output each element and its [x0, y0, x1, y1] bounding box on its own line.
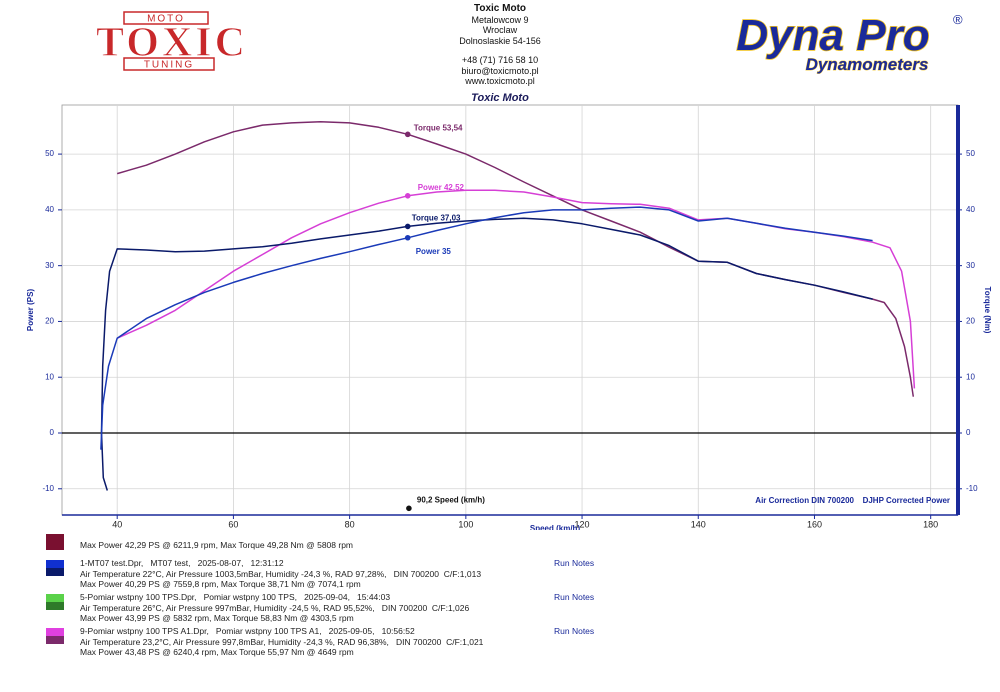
x-tick-label: 120	[575, 519, 590, 529]
swatch-part	[46, 534, 64, 542]
legend-entry: 9-Pomiar wstpny 100 TPS A1.Dpr, Pomiar w…	[46, 626, 666, 660]
legend-line: Max Power 43,48 PS @ 6240,4 rpm, Max Tor…	[80, 647, 354, 657]
legend-line: 9-Pomiar wstpny 100 TPS A1.Dpr, Pomiar w…	[80, 626, 415, 636]
x-tick-label: 140	[691, 519, 706, 529]
run-notes: Run Notes	[554, 626, 595, 636]
legend-swatch	[46, 534, 64, 550]
swatch-part	[46, 560, 64, 568]
legend-text: Max Power 42,29 PS @ 6211,9 rpm, Max Tor…	[80, 540, 353, 551]
y2-axis-label: Torque (Nm)	[983, 287, 992, 334]
y2-tick-label: 50	[966, 149, 975, 158]
annotation-label: 90,2 Speed (km/h)	[417, 495, 485, 504]
y-tick-label: 40	[45, 205, 54, 214]
header-line: biuro@toxicmoto.pl	[461, 65, 539, 76]
legend-line: Air Temperature 23,2°C, Air Pressure 997…	[80, 636, 484, 647]
swatch-part	[46, 602, 64, 610]
header: Toxic Moto Metalowcow 9 Wroclaw Dolnoslaski…	[400, 3, 600, 104]
legend-text: 1-MT07 test.Dpr, MT07 test, 2025-08-07, …	[80, 558, 481, 590]
legend-swatch	[46, 594, 64, 610]
annotation-marker	[404, 131, 411, 138]
y-tick-label: 10	[45, 372, 54, 381]
legend-line: Air Temperature 26°C, Air Pressure 997mB…	[80, 602, 470, 613]
header-line: Toxic Moto	[473, 3, 527, 14]
legend-text: 5-Pomiar wstpny 100 TPS.Dpr, Pomiar wstp…	[80, 592, 469, 624]
chart: 40 60 80 100 120 140 160 180 -10 0 10 20 30 40 50 -10 0 1…	[26, 104, 992, 530]
correction-note: DJHP Corrected Power	[863, 496, 950, 505]
x-axis-label: Speed (km/h)	[530, 524, 581, 530]
legend-line: 5-Pomiar wstpny 100 TPS.Dpr, Pomiar wstp…	[80, 592, 391, 602]
y2-tick-label: 20	[966, 317, 975, 326]
header-line: Dolnoslaskie 54-156	[459, 35, 541, 46]
logo-frame	[123, 57, 215, 71]
logo-top: MOTO	[147, 14, 185, 25]
y2-tick-label: 40	[966, 205, 975, 214]
legend-entry: 5-Pomiar wstpny 100 TPS.Dpr, Pomiar wstp…	[46, 592, 666, 626]
swatch-part	[46, 636, 64, 644]
annotation-label: Torque 37,03	[412, 214, 461, 223]
series-line	[100, 206, 873, 450]
x-tick-label: 160	[807, 519, 822, 529]
header-line: Wroclaw	[482, 25, 518, 35]
legend-swatch	[46, 628, 64, 644]
annotation-marker	[404, 234, 411, 241]
y2-tick-label: -10	[966, 484, 978, 493]
correction-note: Air Correction DIN 700200	[755, 496, 854, 505]
annotation-marker	[406, 505, 412, 512]
header-subtitle: Toxic Moto	[471, 91, 529, 104]
legend-line: Max Power 40,29 PS @ 7559,8 rpm, Max Tor…	[80, 579, 361, 589]
logo-mark: ®	[953, 12, 963, 27]
y-tick-label: 50	[45, 149, 54, 158]
logo-bottom: TUNING	[144, 60, 194, 71]
swatch-part	[46, 594, 64, 602]
annotation-marker	[404, 223, 411, 230]
swatch-part	[46, 628, 64, 636]
y-tick-label: 0	[50, 428, 55, 437]
header-line: www.toxicmoto.pl	[465, 76, 535, 86]
legend-line: 1-MT07 test.Dpr, MT07 test, 2025-08-07, …	[80, 558, 284, 568]
legend-line: Air Temperature 22°C, Air Pressure 1003,…	[80, 568, 482, 579]
y-tick-label: 20	[45, 317, 54, 326]
legend-entry: 1-MT07 test.Dpr, MT07 test, 2025-08-07, …	[46, 558, 666, 592]
y2-tick-label: 30	[966, 261, 975, 270]
legend-swatch	[46, 560, 64, 576]
legend-entry: Max Power 42,29 PS @ 6211,9 rpm, Max Tor…	[46, 534, 666, 574]
y2-tick-label: 0	[966, 428, 971, 437]
x-tick-label: 40	[112, 519, 122, 529]
x-tick-label: 60	[228, 519, 238, 529]
logo-sub: Dynamometers	[806, 55, 929, 74]
plot-area	[61, 104, 959, 516]
y-tick-label: -10	[42, 484, 54, 493]
run-notes: Run Notes	[554, 592, 595, 602]
y-tick-label: 30	[45, 261, 54, 270]
annotation-label: Power 42,52	[418, 183, 465, 192]
logos: MOTO TOXIC TUNING Dyna Pro ® Dynamometer…	[96, 10, 963, 74]
header-line: Metalowcow 9	[471, 14, 529, 25]
run-notes: Run Notes	[554, 558, 595, 568]
legend-line: Max Power 43,99 PS @ 5832 rpm, Max Torqu…	[80, 613, 354, 623]
annotation-label: Power 35	[416, 247, 452, 256]
legend-text: 9-Pomiar wstpny 100 TPS A1.Dpr, Pomiar w…	[80, 626, 483, 658]
annotation-marker	[404, 193, 411, 199]
swatch-part	[46, 542, 64, 550]
x-tick-label: 100	[458, 519, 473, 529]
swatch-part	[46, 568, 64, 576]
y2-tick-label: 10	[966, 372, 975, 381]
y-axis-label: Power (PS)	[26, 289, 35, 332]
annotation-label: Torque 53,54	[414, 123, 463, 132]
legend-line: Max Power 42,29 PS @ 6211,9 rpm, Max Tor…	[80, 540, 354, 550]
x-tick-label: 80	[345, 519, 355, 529]
header-line: +48 (71) 716 58 10	[461, 55, 539, 65]
logo-frame	[123, 11, 209, 25]
x-tick-label: 180	[923, 519, 938, 529]
logo-main: Dyna Pro	[736, 11, 929, 60]
